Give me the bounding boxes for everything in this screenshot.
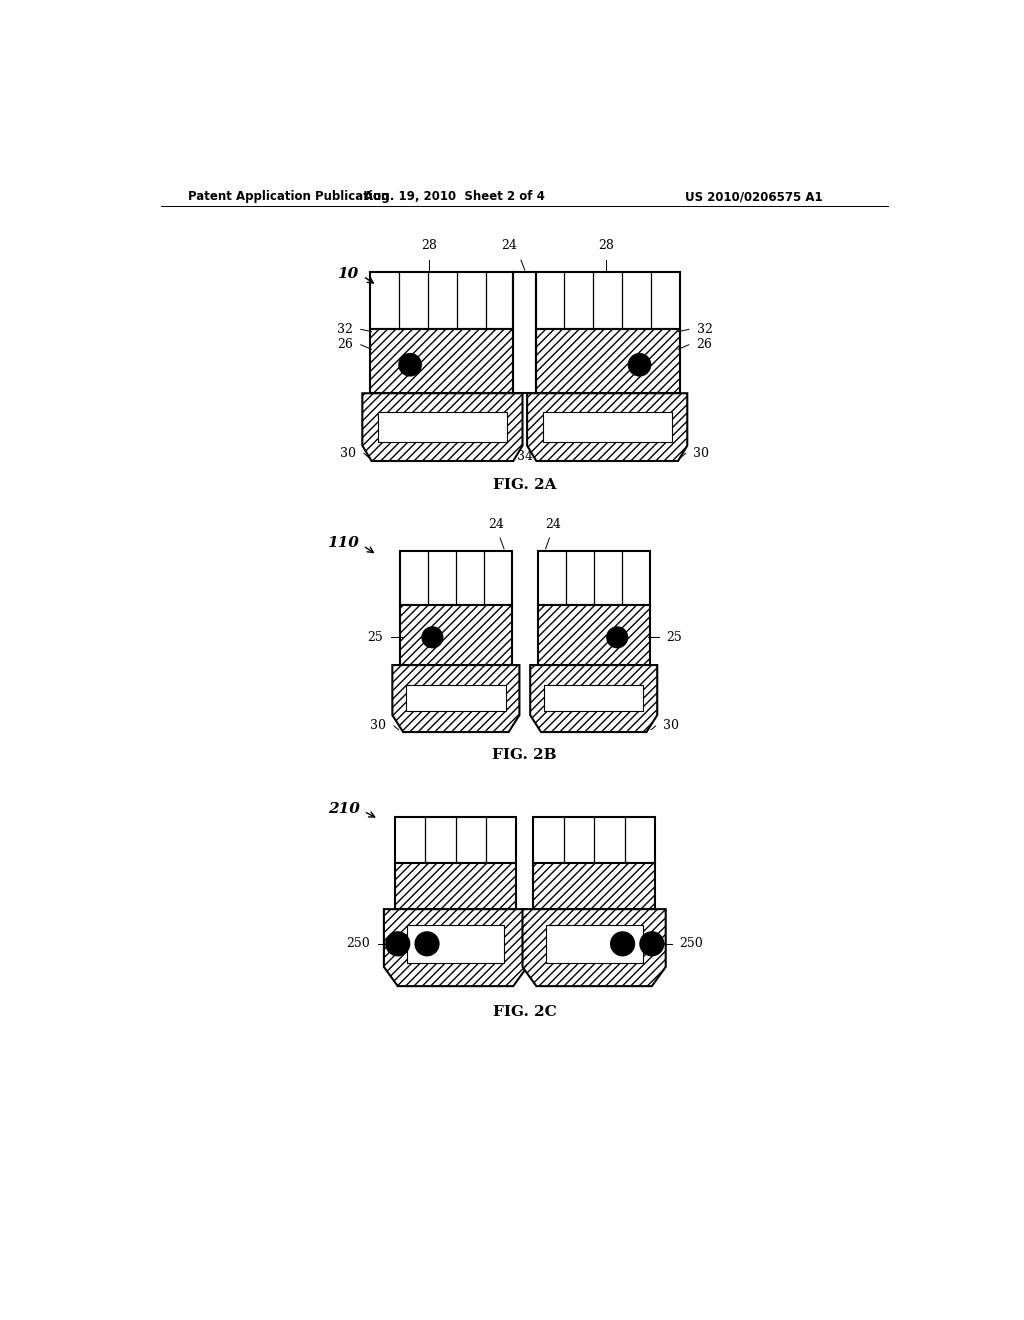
Text: 30: 30 xyxy=(664,719,679,733)
Polygon shape xyxy=(392,665,519,733)
Text: 26: 26 xyxy=(696,338,713,351)
Text: FIG. 2A: FIG. 2A xyxy=(493,478,557,492)
Text: 30: 30 xyxy=(340,446,356,459)
Circle shape xyxy=(392,939,403,949)
Text: 28: 28 xyxy=(598,239,614,252)
Circle shape xyxy=(611,932,634,956)
Bar xyxy=(543,412,672,442)
Circle shape xyxy=(635,360,644,370)
Text: 110: 110 xyxy=(327,536,358,550)
Bar xyxy=(370,330,515,393)
Text: 25: 25 xyxy=(667,631,682,644)
Bar xyxy=(378,412,507,442)
Text: US 2010/0206575 A1: US 2010/0206575 A1 xyxy=(685,190,822,203)
Text: 32: 32 xyxy=(696,323,713,335)
Text: 32: 32 xyxy=(337,323,353,335)
Bar xyxy=(394,863,516,909)
Circle shape xyxy=(422,939,432,949)
Circle shape xyxy=(646,939,657,949)
Bar xyxy=(407,685,506,711)
Text: FIG. 2C: FIG. 2C xyxy=(493,1005,557,1019)
Bar xyxy=(394,817,516,863)
Text: 24: 24 xyxy=(501,239,517,252)
Polygon shape xyxy=(530,665,657,733)
Circle shape xyxy=(416,932,438,956)
Text: Patent Application Publication: Patent Application Publication xyxy=(188,190,389,203)
Text: 25: 25 xyxy=(368,631,383,644)
Circle shape xyxy=(399,354,421,376)
Polygon shape xyxy=(362,393,522,461)
Circle shape xyxy=(406,360,415,370)
Text: 250: 250 xyxy=(346,937,370,950)
Bar xyxy=(370,330,515,393)
Circle shape xyxy=(428,632,437,642)
Text: 26: 26 xyxy=(337,338,353,351)
Text: 30: 30 xyxy=(693,446,710,459)
Bar xyxy=(538,605,649,665)
Bar xyxy=(535,330,680,393)
Bar xyxy=(535,272,680,330)
Circle shape xyxy=(640,932,664,956)
Bar xyxy=(513,272,537,393)
Text: 30: 30 xyxy=(371,719,386,733)
Circle shape xyxy=(612,632,622,642)
Bar xyxy=(400,605,512,665)
Bar xyxy=(534,863,655,909)
Circle shape xyxy=(422,627,442,647)
Bar xyxy=(394,863,516,909)
Text: 210: 210 xyxy=(328,803,360,816)
Polygon shape xyxy=(522,909,666,986)
Bar xyxy=(400,552,512,605)
Bar xyxy=(400,605,512,665)
Circle shape xyxy=(386,932,410,956)
Bar xyxy=(407,924,504,964)
Polygon shape xyxy=(384,909,527,986)
Bar xyxy=(534,817,655,863)
Bar xyxy=(544,685,643,711)
Bar xyxy=(370,272,515,330)
Text: Aug. 19, 2010  Sheet 2 of 4: Aug. 19, 2010 Sheet 2 of 4 xyxy=(364,190,545,203)
Circle shape xyxy=(607,627,628,647)
Text: 10: 10 xyxy=(337,267,358,281)
Circle shape xyxy=(617,939,628,949)
Bar xyxy=(538,605,649,665)
Circle shape xyxy=(629,354,650,376)
Text: 250: 250 xyxy=(680,937,703,950)
Text: 24: 24 xyxy=(546,517,561,531)
Bar xyxy=(546,924,643,964)
Polygon shape xyxy=(527,393,687,461)
Bar xyxy=(538,552,649,605)
Text: 28: 28 xyxy=(421,239,437,252)
Bar xyxy=(534,863,655,909)
Bar xyxy=(535,330,680,393)
Text: FIG. 2B: FIG. 2B xyxy=(493,748,557,762)
Text: 24: 24 xyxy=(488,517,504,531)
Text: 34: 34 xyxy=(517,450,532,463)
